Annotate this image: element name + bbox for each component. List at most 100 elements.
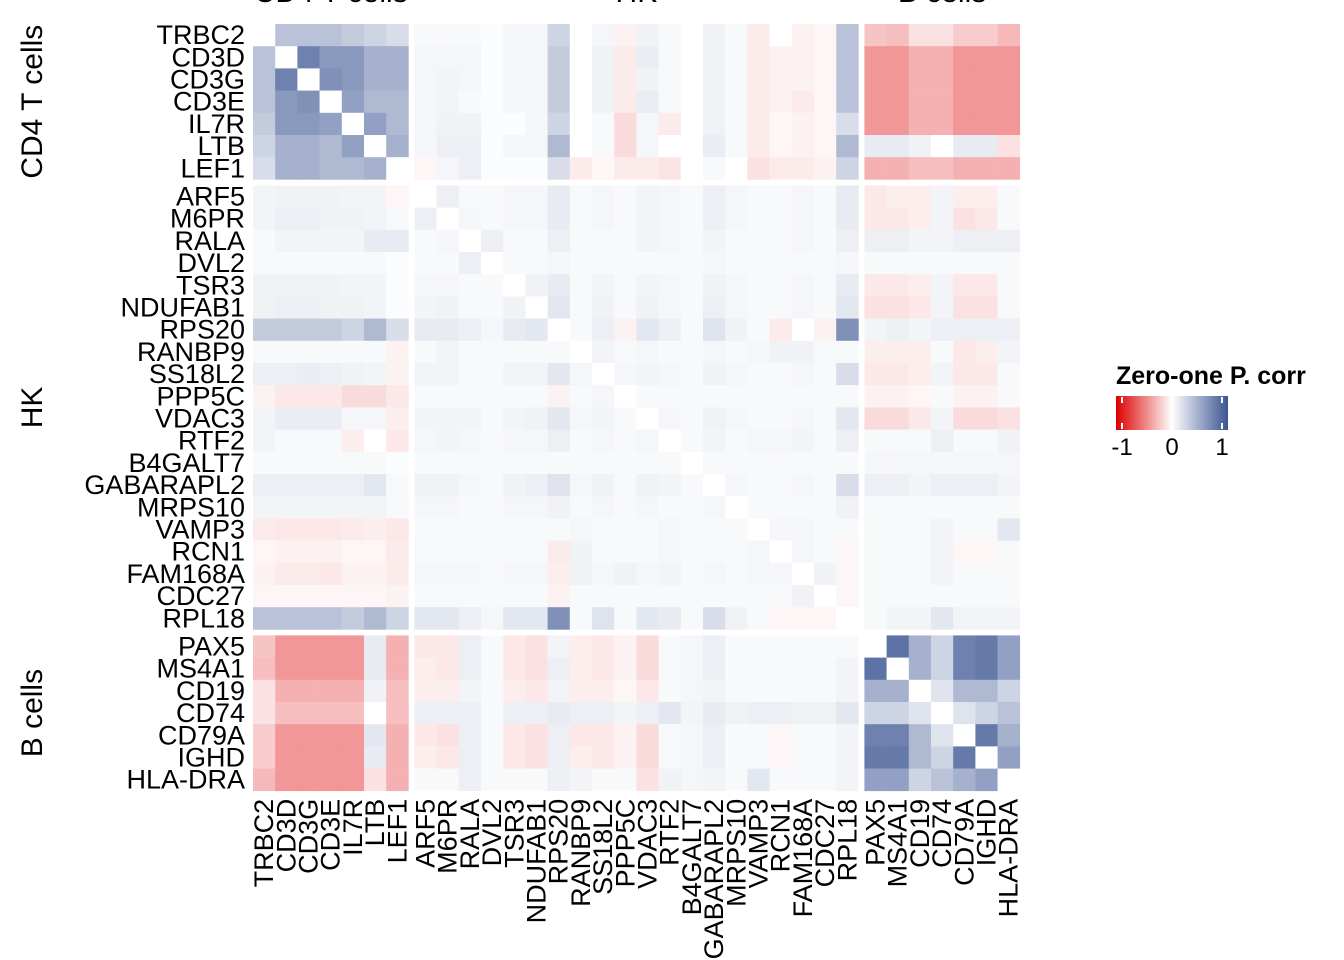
heatmap-cell-CDC27-FAM168A xyxy=(791,585,815,608)
heatmap-cell-IGHD-GABARAPL2 xyxy=(703,746,726,769)
heatmap-cell-TRBC2-RANBP9 xyxy=(569,24,593,47)
heatmap-cell-RANBP9-RCN1 xyxy=(769,340,793,364)
heatmap-cell-CD19-CD19 xyxy=(908,679,932,703)
heatmap-cell-RANBP9-MS4A1 xyxy=(886,340,910,364)
heatmap-cell-CD3D-CDC27 xyxy=(814,46,837,69)
heatmap-cell-FAM168A-IGHD xyxy=(975,562,998,586)
heatmap-cell-CDC27-CD74 xyxy=(931,585,954,608)
heatmap-cell-RTF2-RALA xyxy=(458,429,482,453)
column-label-CD3D: CD3D xyxy=(271,799,301,873)
heatmap-cell-IGHD-CD3E xyxy=(319,746,343,769)
heatmap-cell-TRBC2-GABARAPL2 xyxy=(703,24,726,47)
heatmap-cell-LTB-B4GALT7 xyxy=(680,135,704,158)
heatmap-cell-CD3D-PAX5 xyxy=(864,46,887,69)
heatmap-cell-IL7R-PPP5C xyxy=(614,112,637,136)
heatmap-cell-FAM168A-CDC27 xyxy=(814,562,837,586)
heatmap-cell-LEF1-VDAC3 xyxy=(636,157,659,180)
heatmap-cell-RALA-CD19 xyxy=(908,229,932,253)
heatmap-cell-VAMP3-RPL18 xyxy=(836,518,859,541)
heatmap-cell-M6PR-FAM168A xyxy=(791,207,815,231)
heatmap-cell-RALA-RALA xyxy=(458,229,482,253)
row-label-PAX5: PAX5 xyxy=(178,632,245,662)
heatmap-cell-B4GALT7-MRPS10 xyxy=(725,451,748,475)
heatmap-cell-MS4A1-SS18L2 xyxy=(592,657,615,681)
heatmap-cell-CDC27-CD19 xyxy=(908,585,932,608)
heatmap-cell-CD3D-LEF1 xyxy=(386,46,409,69)
heatmap-cell-RALA-TSR3 xyxy=(503,229,526,253)
heatmap-cell-CD3G-SS18L2 xyxy=(592,68,615,91)
heatmap-cell-HLA-DRA-IGHD xyxy=(975,768,998,792)
heatmap-cell-ARF5-RALA xyxy=(458,185,482,208)
heatmap-cell-CD19-TSR3 xyxy=(503,679,526,703)
heatmap-cell-CD3E-TRBC2 xyxy=(253,90,276,114)
heatmap-cell-RPS20-TSR3 xyxy=(503,318,526,342)
heatmap-cell-MS4A1-DVL2 xyxy=(481,657,504,681)
heatmap-cell-CD3G-DVL2 xyxy=(481,68,504,91)
heatmap-cell-LEF1-FAM168A xyxy=(791,157,815,180)
heatmap-cell-ARF5-IGHD xyxy=(975,185,998,208)
heatmap-cell-RALA-CD3E xyxy=(319,229,343,253)
heatmap-cell-DVL2-B4GALT7 xyxy=(680,252,704,275)
heatmap-cell-GABARAPL2-GABARAPL2 xyxy=(703,474,726,497)
heatmap-cell-VAMP3-MS4A1 xyxy=(886,518,910,541)
legend-tick-label: 1 xyxy=(1215,434,1228,461)
heatmap-cell-NDUFAB1-VDAC3 xyxy=(636,296,659,319)
row-label-LEF1: LEF1 xyxy=(180,153,245,183)
heatmap-cell-RALA-FAM168A xyxy=(791,229,815,253)
heatmap-cell-CD79A-IGHD xyxy=(975,724,998,747)
heatmap-cell-GABARAPL2-NDUFAB1 xyxy=(525,474,548,497)
heatmap-cell-MRPS10-TSR3 xyxy=(503,496,526,519)
heatmap-cell-LTB-IGHD xyxy=(975,135,998,158)
heatmap-cell-RCN1-CD19 xyxy=(908,540,932,564)
heatmap-cell-LTB-CD3D xyxy=(275,135,298,158)
heatmap-cell-NDUFAB1-PPP5C xyxy=(614,296,637,319)
heatmap-cell-B4GALT7-SS18L2 xyxy=(592,451,615,475)
column-label-IL7R: IL7R xyxy=(338,799,368,856)
heatmap-cell-DVL2-RANBP9 xyxy=(569,252,593,275)
heatmap-cell-PPP5C-GABARAPL2 xyxy=(703,385,726,408)
heatmap-cell-PPP5C-RALA xyxy=(458,385,482,408)
heatmap-cell-DVL2-RPL18 xyxy=(836,252,859,275)
heatmap-cell-SS18L2-IGHD xyxy=(975,363,998,386)
heatmap-cell-GABARAPL2-CD3G xyxy=(297,474,320,497)
heatmap-cell-CD74-IL7R xyxy=(341,702,365,725)
heatmap-cell-VDAC3-PPP5C xyxy=(614,407,637,430)
heatmap-cell-CD3D-M6PR xyxy=(436,46,460,69)
heatmap-cell-CD79A-RALA xyxy=(458,724,482,747)
heatmap-cell-RPS20-RCN1 xyxy=(769,318,793,342)
heatmap-cell-GABARAPL2-RTF2 xyxy=(658,474,682,497)
heatmap-cell-PAX5-RANBP9 xyxy=(569,635,593,658)
heatmap-cell-VDAC3-IL7R xyxy=(341,407,365,430)
heatmap-cell-PPP5C-RTF2 xyxy=(658,385,682,408)
heatmap-cell-CD19-IL7R xyxy=(341,679,365,703)
heatmap-cell-HLA-DRA-DVL2 xyxy=(481,768,504,792)
heatmap-cell-HLA-DRA-VAMP3 xyxy=(747,768,770,792)
heatmap-cell-SS18L2-RCN1 xyxy=(769,363,793,386)
heatmap-cell-RTF2-IL7R xyxy=(341,429,365,453)
heatmap-cell-CD74-DVL2 xyxy=(481,702,504,725)
heatmap-cell-FAM168A-GABARAPL2 xyxy=(703,562,726,586)
heatmap-cell-PPP5C-MS4A1 xyxy=(886,385,910,408)
heatmap-cell-IL7R-LEF1 xyxy=(386,112,409,136)
heatmap-cell-HLA-DRA-B4GALT7 xyxy=(680,768,704,792)
heatmap-cell-RTF2-RTF2 xyxy=(658,429,682,453)
heatmap-cell-RPS20-ARF5 xyxy=(414,318,437,342)
heatmap-cell-VDAC3-FAM168A xyxy=(791,407,815,430)
heatmap-cell-RTF2-HLA-DRA xyxy=(997,429,1021,453)
heatmap-cell-FAM168A-CD19 xyxy=(908,562,932,586)
heatmap-cell-CD3E-NDUFAB1 xyxy=(525,90,548,114)
heatmap-cell-CD3D-MS4A1 xyxy=(886,46,910,69)
heatmap-cell-CD79A-FAM168A xyxy=(791,724,815,747)
heatmap-cell-CD74-PPP5C xyxy=(614,702,637,725)
heatmap-cell-PPP5C-CD74 xyxy=(931,385,954,408)
heatmap-cell-LEF1-PAX5 xyxy=(864,157,887,180)
heatmap-cell-CD74-HLA-DRA xyxy=(997,702,1021,725)
heatmap-cell-RPL18-PAX5 xyxy=(864,607,887,630)
heatmap-cell-TRBC2-CDC27 xyxy=(814,24,837,47)
heatmap-cell-HLA-DRA-RCN1 xyxy=(769,768,793,792)
heatmap-cell-FAM168A-RPS20 xyxy=(547,562,571,586)
heatmap-cell-RPL18-SS18L2 xyxy=(592,607,615,630)
heatmap-cell-CD79A-IL7R xyxy=(341,724,365,747)
heatmap-cell-LTB-PAX5 xyxy=(864,135,887,158)
heatmap-cell-TRBC2-VAMP3 xyxy=(747,24,770,47)
